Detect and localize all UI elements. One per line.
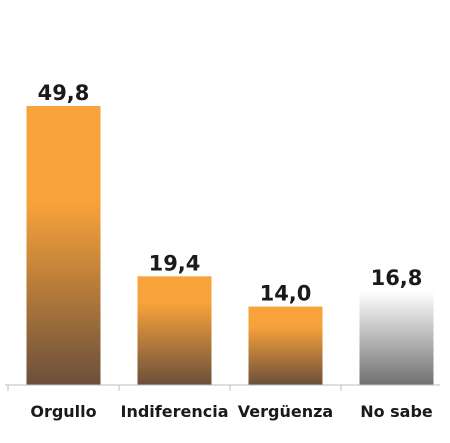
- bar-no-sabe: [360, 291, 434, 385]
- value-label-verguenza: 14,0: [260, 282, 312, 306]
- value-label-no-sabe: 16,8: [371, 266, 423, 290]
- bar-verguenza: [249, 307, 323, 385]
- category-label-no-sabe: No sabe: [360, 402, 433, 421]
- x-axis-ticks: [8, 385, 450, 391]
- bars-group: [27, 106, 434, 385]
- category-label-orgullo: Orgullo: [30, 402, 96, 421]
- value-label-orgullo: 49,8: [38, 81, 90, 105]
- category-labels-group: Orgullo Indiferencia Vergüenza No sabe: [30, 402, 433, 421]
- category-label-verguenza: Vergüenza: [238, 402, 333, 421]
- value-label-indiferencia: 19,4: [149, 251, 201, 275]
- bar-orgullo: [27, 106, 101, 385]
- bar-indiferencia: [138, 276, 212, 385]
- category-label-indiferencia: Indiferencia: [121, 402, 229, 421]
